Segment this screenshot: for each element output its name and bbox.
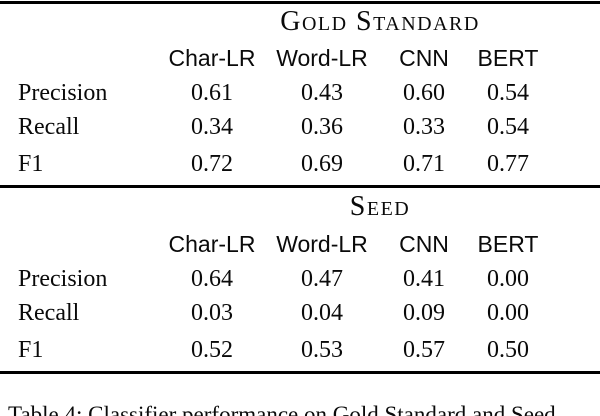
column-header-cnn: CNN: [399, 231, 449, 257]
row-label-precision: Precision: [18, 80, 108, 106]
column-header-char-lr: Char-LR: [168, 231, 256, 257]
table-row: F1 0.72 0.69 0.71 0.77: [0, 145, 600, 187]
empty-cell: [548, 111, 600, 145]
table-cell: 0.50: [487, 337, 529, 364]
table-cell: 0.36: [301, 114, 343, 140]
table-row: Char-LR Word-LR CNN BERT: [0, 41, 600, 77]
empty-cell: [548, 145, 600, 187]
table-cell: 0.47: [301, 266, 343, 292]
row-label-recall: Recall: [18, 300, 80, 326]
table-cell: 0.54: [487, 80, 529, 106]
column-header-cnn: CNN: [399, 45, 449, 71]
column-header-bert: BERT: [477, 45, 539, 71]
empty-cell: [548, 263, 600, 297]
section-title-gold-standard: Gold Standard: [280, 6, 480, 38]
table-row: Recall 0.03 0.04 0.09 0.00: [0, 297, 600, 331]
empty-cell: [548, 41, 600, 77]
table-row: Gold Standard: [0, 3, 600, 41]
empty-cell: [548, 227, 600, 263]
empty-cell: [548, 331, 600, 373]
section-gold-standard: Gold Standard Char-LR Word-LR CNN BERT P…: [0, 3, 600, 187]
section-seed: Seed Char-LR Word-LR CNN BERT Precision …: [0, 185, 600, 373]
table-cell: 0.57: [403, 337, 445, 364]
results-table: Gold Standard Char-LR Word-LR CNN BERT P…: [0, 1, 600, 374]
table-cell: 0.64: [191, 266, 233, 292]
table-cell: 0.53: [301, 337, 343, 364]
row-label-f1: F1: [18, 337, 44, 364]
table-cell: 0.77: [487, 151, 529, 178]
column-header-char-lr: Char-LR: [168, 45, 256, 71]
table-cell: 0.61: [191, 80, 233, 106]
table-row: Char-LR Word-LR CNN BERT: [0, 227, 600, 263]
table-cell: 0.03: [191, 300, 233, 326]
empty-cell: [0, 3, 160, 41]
table-cell: 0.43: [301, 80, 343, 106]
row-label-f1: F1: [18, 151, 44, 178]
table-cell: 0.34: [191, 114, 233, 140]
empty-cell: [0, 227, 160, 263]
table-row: F1 0.52 0.53 0.57 0.50: [0, 331, 600, 373]
table-cell: 0.41: [403, 266, 445, 292]
table-row: Precision 0.61 0.43 0.60 0.54: [0, 77, 600, 111]
column-header-word-lr: Word-LR: [276, 231, 368, 257]
column-header-bert: BERT: [477, 231, 539, 257]
table-row: Precision 0.64 0.47 0.41 0.00: [0, 263, 600, 297]
section-title-seed: Seed: [160, 185, 600, 227]
row-label-recall: Recall: [18, 114, 80, 140]
table-cell: 0.71: [403, 151, 445, 178]
table-cell: 0.09: [403, 300, 445, 326]
table-row: Recall 0.34 0.36 0.33 0.54: [0, 111, 600, 145]
empty-cell: [0, 41, 160, 77]
empty-cell: [548, 297, 600, 331]
table-cell: 0.60: [403, 80, 445, 106]
table-cell: 0.04: [301, 300, 343, 326]
table-cell: 0.72: [191, 151, 233, 178]
table-cell: 0.00: [487, 266, 529, 292]
table-cell: 0.69: [301, 151, 343, 178]
empty-cell: [548, 77, 600, 111]
table-cell: 0.00: [487, 300, 529, 326]
table-cell: 0.52: [191, 337, 233, 364]
table-row: Seed: [0, 185, 600, 227]
empty-cell: [0, 185, 160, 227]
row-label-precision: Precision: [18, 266, 108, 292]
table-cell: 0.54: [487, 114, 529, 140]
column-header-word-lr: Word-LR: [276, 45, 368, 71]
table-cell: 0.33: [403, 114, 445, 140]
table-caption: Table 4: Classifier performance on Gold …: [8, 402, 556, 416]
